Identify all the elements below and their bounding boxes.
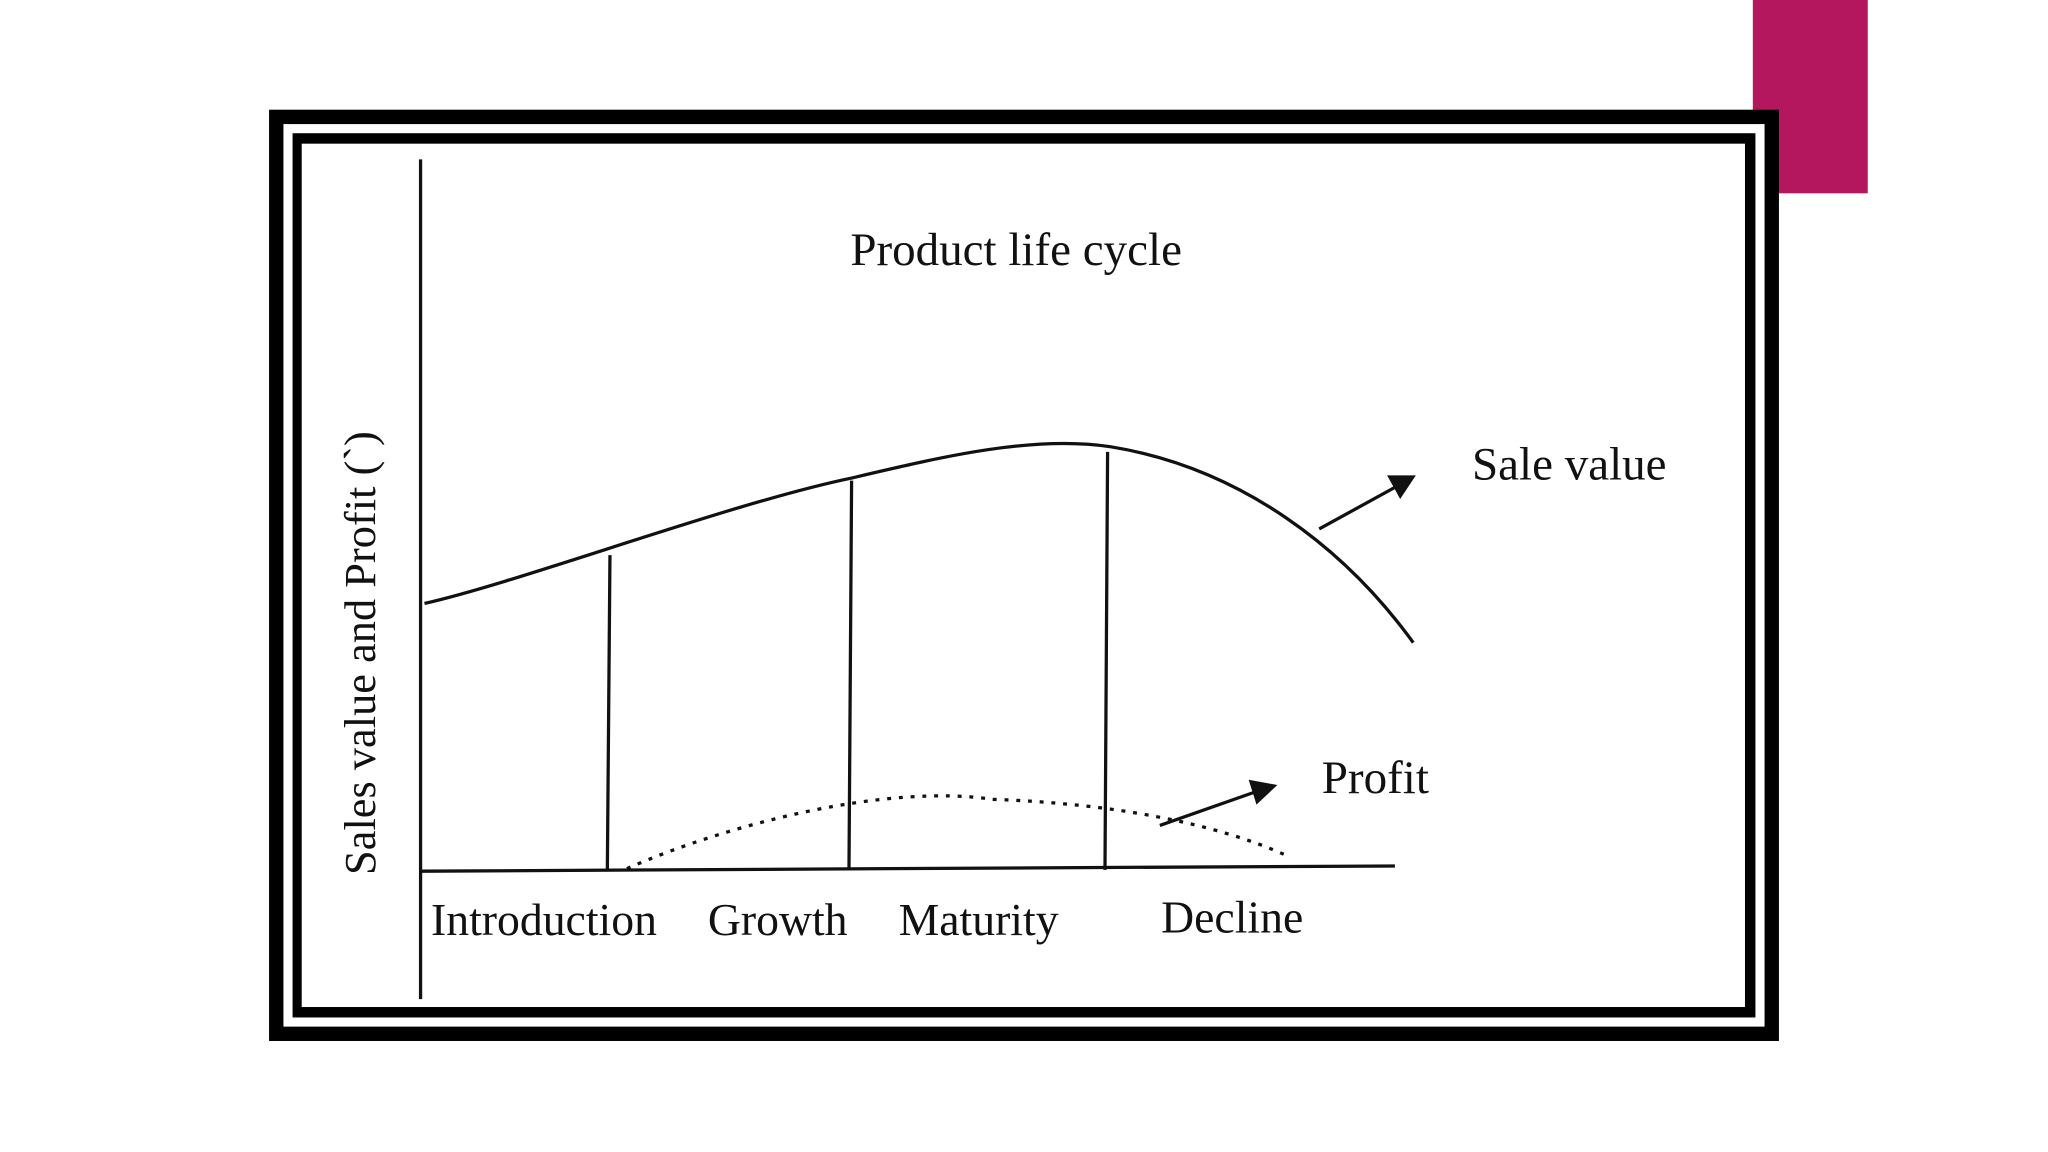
curve-label: Profit [1322,752,1429,804]
profit-curve [626,794,1288,871]
stage-label: Introduction [431,894,657,945]
stage-label: Decline [1161,892,1303,943]
stage-divider [1103,451,1110,870]
stage-label: Growth [708,894,848,945]
stage-label: Maturity [899,894,1059,945]
stage-divider [847,480,854,870]
diagram-title: Product life cycle [850,224,1182,276]
diagram-lines [418,159,1415,1000]
curve-label: Sale value [1472,438,1667,490]
arrow [1159,789,1258,828]
diagram-area [301,143,1745,1008]
x-axis [420,864,1395,873]
arrowhead [1248,779,1278,805]
arrowhead [1387,475,1416,499]
y-axis-label: Sales value and Profit (`) [335,431,385,875]
arrow [1318,484,1399,531]
stage-divider [605,555,612,870]
sale-curve [424,441,1415,644]
